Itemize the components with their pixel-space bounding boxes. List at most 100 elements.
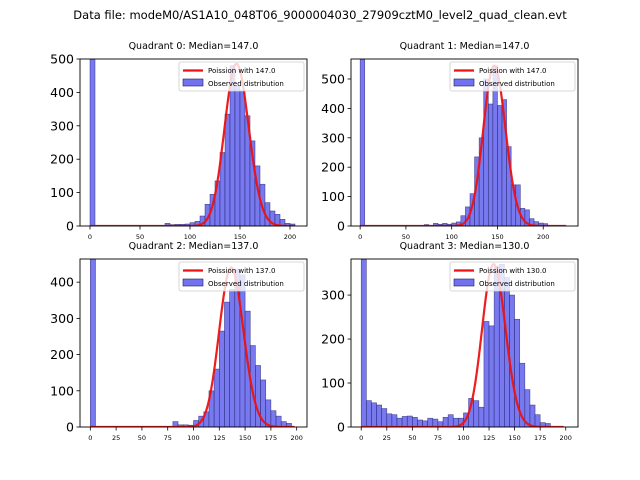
histogram-bar xyxy=(90,259,96,427)
x-tick-label: 25 xyxy=(112,434,120,442)
subplot-title: Quadrant 3: Median=130.0 xyxy=(400,241,530,252)
histogram-bar xyxy=(401,416,408,427)
x-tick-label: 200 xyxy=(284,233,296,241)
y-tick-label: 300 xyxy=(321,288,345,303)
histogram-bar xyxy=(473,400,480,427)
y-tick-label: 500 xyxy=(321,71,345,86)
x-tick-label: 150 xyxy=(234,233,246,241)
legend-label-poisson: Poission with 147.0 xyxy=(479,67,547,75)
legend-bar-swatch xyxy=(453,78,475,87)
histogram-bar xyxy=(427,417,434,427)
histogram-bar xyxy=(270,410,277,427)
histogram-bar xyxy=(488,325,495,427)
histogram-bar xyxy=(529,404,536,427)
axes-frame xyxy=(350,58,579,227)
y-tick-label: 200 xyxy=(50,152,74,167)
histogram-bar xyxy=(371,402,377,427)
x-tick-label: 50 xyxy=(138,434,146,442)
x-tick-label: 0 xyxy=(359,434,363,442)
legend-box xyxy=(178,61,305,92)
y-tick-label: 0 xyxy=(337,219,345,234)
legend-label-observed: Observed distribution xyxy=(208,80,284,88)
axes-frame xyxy=(350,258,579,428)
y-tick-label: 500 xyxy=(50,52,74,67)
x-tick-label: 175 xyxy=(265,434,277,442)
x-tick-label: 150 xyxy=(239,434,251,442)
legend-box xyxy=(449,261,576,292)
histogram-bar xyxy=(213,368,220,427)
poisson-curve xyxy=(360,64,567,226)
subplot-quadrant-3: 0 25 50 75 100 125 150 175 200 0 100 200 300 Quadrant… xyxy=(321,241,579,442)
histogram-bar xyxy=(447,414,454,427)
histogram-bar xyxy=(172,421,179,427)
histogram-bar xyxy=(239,90,246,226)
y-tick-label: 100 xyxy=(50,383,74,398)
subplot-title: Quadrant 2: Median=137.0 xyxy=(129,241,259,252)
histogram-bar xyxy=(542,223,549,226)
histogram-bar xyxy=(279,219,286,226)
x-tick-label: 150 xyxy=(508,434,520,442)
histogram-bar xyxy=(224,113,231,226)
histogram-bar xyxy=(386,413,393,427)
x-tick-label: 50 xyxy=(408,434,416,442)
x-tick-label: 0 xyxy=(358,233,362,241)
histogram-bar xyxy=(218,330,225,427)
plot-area xyxy=(359,59,567,226)
histogram-bar xyxy=(275,415,282,427)
histogram-bar xyxy=(381,408,388,427)
x-tick-label: 75 xyxy=(164,434,172,442)
legend-label-poisson: Poission with 147.0 xyxy=(208,67,276,75)
legend-label-observed: Observed distribution xyxy=(479,80,555,88)
histogram-bar xyxy=(478,406,485,427)
histogram-bar xyxy=(366,400,372,427)
y-tick-label: 400 xyxy=(321,101,345,116)
x-tick-label: 175 xyxy=(534,434,546,442)
histogram-bar xyxy=(360,259,367,427)
subplot-title: Quadrant 1: Median=147.0 xyxy=(400,41,530,52)
legend-box xyxy=(178,261,305,292)
legend-bar-swatch xyxy=(182,278,204,287)
x-tick-label: 200 xyxy=(537,233,549,241)
legend-box xyxy=(449,61,576,92)
x-tick-label: 150 xyxy=(491,233,503,241)
y-tick-label: 400 xyxy=(50,275,74,290)
x-tick-label: 0 xyxy=(88,233,92,241)
histogram-bar xyxy=(396,417,403,427)
histogram-bar xyxy=(487,103,494,226)
x-tick-label: 25 xyxy=(383,434,391,442)
x-tick-label: 100 xyxy=(445,233,457,241)
plot-area xyxy=(360,259,564,427)
y-tick-label: 0 xyxy=(66,420,74,435)
histogram-bar xyxy=(224,301,230,427)
y-tick-label: 200 xyxy=(50,347,74,362)
histogram-bar xyxy=(376,404,382,427)
y-tick-label: 0 xyxy=(66,219,74,234)
poisson-curve xyxy=(361,262,564,427)
y-tick-label: 0 xyxy=(337,420,345,435)
legend-bar-swatch xyxy=(453,278,475,287)
subplot-quadrant-1: 0 50 100 150 200 0 100 200 300 400 500 Quadrant 1: … xyxy=(321,41,579,241)
histogram-bar xyxy=(89,59,96,226)
x-tick-label: 100 xyxy=(184,233,196,241)
y-tick-label: 100 xyxy=(50,185,74,200)
legend-label-poisson: Poission with 130.0 xyxy=(479,267,547,275)
legend-label-observed: Observed distribution xyxy=(479,280,555,288)
histogram-bar xyxy=(359,59,366,226)
x-tick-label: 200 xyxy=(290,434,302,442)
y-tick-label: 300 xyxy=(50,311,74,326)
histogram-bar xyxy=(229,289,236,427)
histogram-bar xyxy=(412,417,418,427)
histogram-bar xyxy=(234,85,241,226)
histogram-bar xyxy=(442,417,449,427)
subplot-title: Quadrant 0: Median=147.0 xyxy=(129,41,259,52)
histogram-bar xyxy=(239,274,246,427)
subplot-quadrant-2: 0 25 50 75 100 125 150 175 200 0 100 200 300 400 Quadr… xyxy=(50,241,308,442)
poisson-curve xyxy=(90,266,295,427)
axes-frame xyxy=(79,58,308,227)
histogram-bar xyxy=(534,414,541,427)
y-tick-label: 100 xyxy=(321,189,345,204)
y-tick-label: 300 xyxy=(50,118,74,133)
y-tick-label: 300 xyxy=(321,130,345,145)
figure-suptitle: Data file: modeM0/AS1A10_048T06_90000040… xyxy=(73,8,567,22)
